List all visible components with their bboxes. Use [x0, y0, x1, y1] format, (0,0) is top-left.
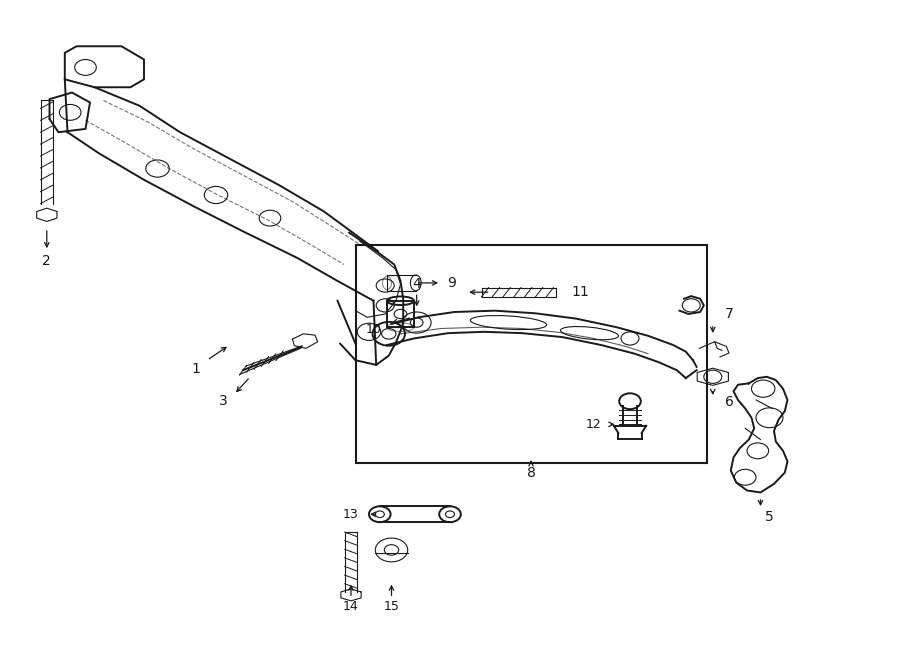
Text: 9: 9 [447, 276, 456, 290]
Text: 14: 14 [343, 600, 359, 613]
Text: 12: 12 [586, 418, 602, 431]
Text: 15: 15 [383, 600, 400, 613]
Text: 7: 7 [724, 307, 733, 321]
Text: 8: 8 [526, 465, 536, 480]
Text: 10: 10 [365, 323, 382, 336]
Bar [356, 245, 706, 463]
Text: 11: 11 [572, 285, 590, 299]
Text: 6: 6 [724, 395, 733, 409]
Text: 13: 13 [343, 508, 359, 521]
Text: 4: 4 [412, 277, 421, 292]
Text: 2: 2 [42, 254, 51, 268]
Text: 3: 3 [219, 394, 228, 408]
Text: 1: 1 [192, 362, 201, 376]
Text: 5: 5 [765, 510, 774, 524]
